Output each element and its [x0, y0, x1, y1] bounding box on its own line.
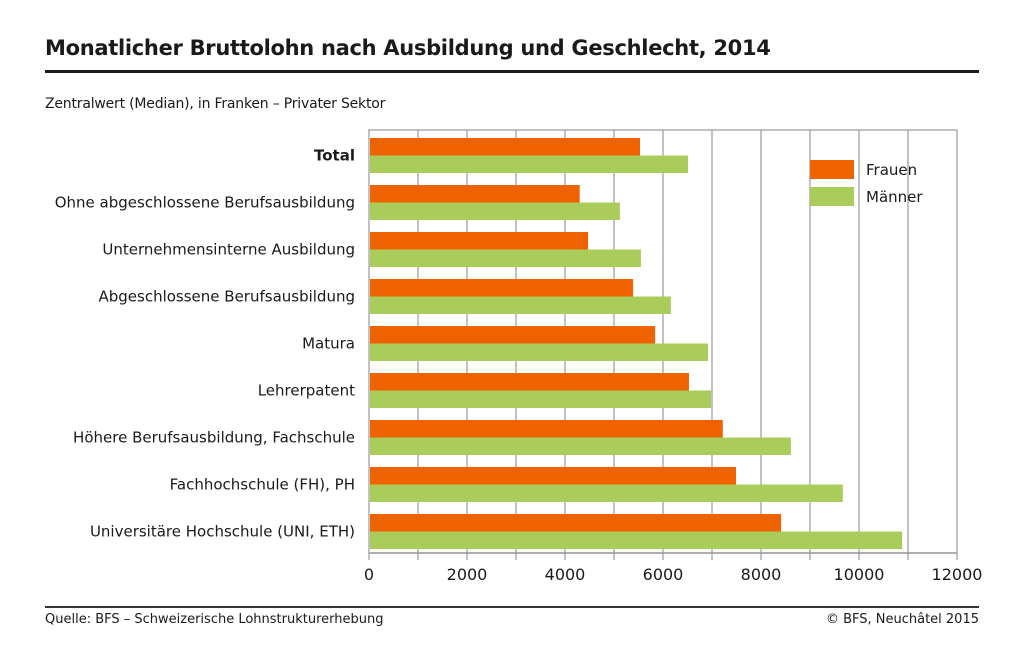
bar-frauen	[370, 373, 689, 391]
bar-mnner	[370, 437, 791, 455]
category-label: Matura	[302, 335, 355, 353]
bar-frauen	[370, 185, 580, 203]
category-label: Total	[314, 147, 355, 165]
title-divider	[45, 70, 979, 73]
bar-frauen	[370, 279, 634, 297]
x-tick-label: 6000	[643, 565, 684, 584]
legend: Frauen Männer	[810, 160, 923, 206]
category-label: Ohne abgeschlossene Berufsausbildung	[55, 194, 355, 212]
x-tick-label: 4000	[545, 565, 586, 584]
category-label: Lehrerpatent	[258, 382, 355, 400]
bar-frauen	[370, 514, 782, 532]
category-label: Fachhochschule (FH), PH	[170, 476, 355, 494]
x-tick-label: 12000	[932, 565, 983, 584]
bar-frauen	[370, 232, 589, 250]
legend-label: Frauen	[866, 161, 917, 179]
bar-mnner	[370, 296, 671, 314]
legend-label: Männer	[866, 188, 923, 206]
legend-swatch	[810, 187, 854, 206]
category-labels: Total Ohne abgeschlossene Berufsausbildun…	[55, 147, 355, 541]
category-label: Abgeschlossene Berufsausbildung	[98, 288, 355, 306]
bar-mnner	[370, 343, 709, 361]
x-tick-label: 10000	[834, 565, 885, 584]
x-axis: 0 2000 4000 6000 8000 10000 12000	[364, 552, 983, 584]
x-tick-label: 0	[364, 565, 374, 584]
bar-frauen	[370, 420, 723, 438]
category-label: Universitäre Hochschule (UNI, ETH)	[90, 523, 355, 541]
chart-title: Monatlicher Bruttolohn nach Ausbildung u…	[45, 36, 771, 60]
bars	[370, 138, 903, 549]
bar-mnner	[370, 531, 903, 549]
bar-mnner	[370, 484, 843, 502]
bar-mnner	[370, 390, 712, 408]
x-tick-label: 2000	[447, 565, 488, 584]
source-note: Quelle: BFS – Schweizerische Lohnstruktu…	[45, 612, 384, 627]
bar-frauen	[370, 326, 656, 344]
bar-mnner	[370, 155, 688, 173]
category-label: Unternehmensinterne Ausbildung	[102, 241, 355, 259]
bar-frauen	[370, 138, 640, 156]
copyright-note: © BFS, Neuchâtel 2015	[825, 612, 979, 627]
bar-mnner	[370, 249, 641, 267]
chart-subtitle: Zentralwert (Median), in Franken – Priva…	[45, 96, 386, 112]
legend-swatch	[810, 160, 854, 179]
bar-mnner	[370, 202, 620, 220]
x-tick-label: 8000	[741, 565, 782, 584]
footer-divider	[45, 606, 979, 608]
category-label: Höhere Berufsausbildung, Fachschule	[73, 429, 355, 447]
bar-frauen	[370, 467, 737, 485]
